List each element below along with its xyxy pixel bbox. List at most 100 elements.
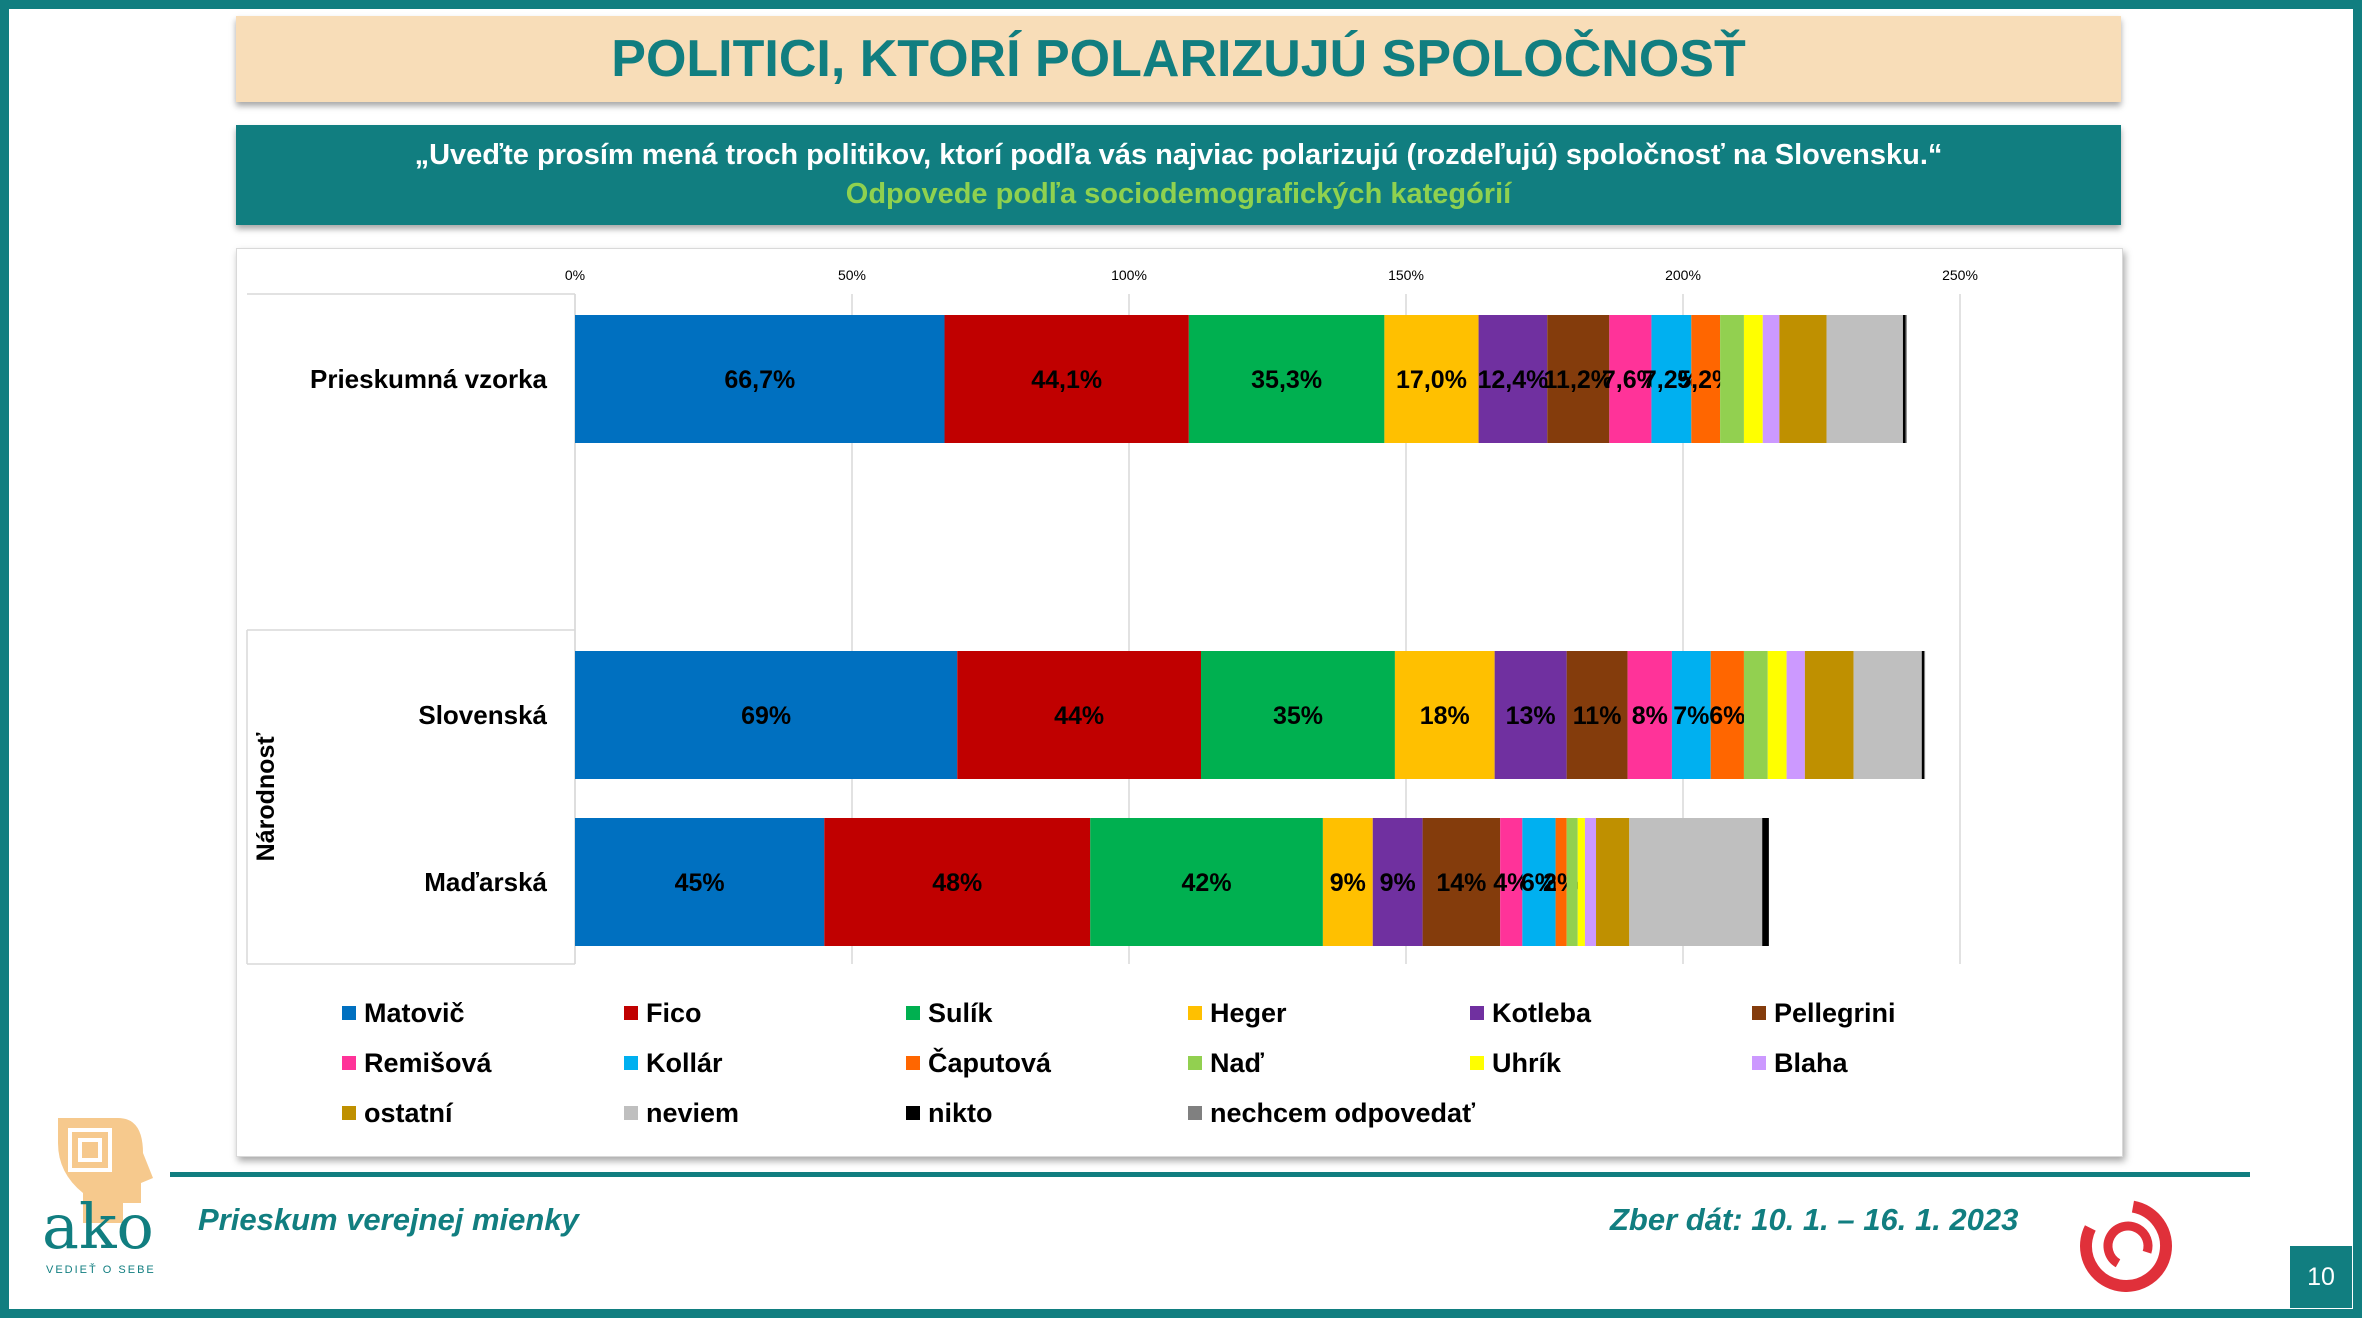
legend-label: Heger <box>1210 998 1287 1028</box>
legend-label: Kotleba <box>1492 998 1592 1028</box>
x-tick-label: 150% <box>1388 267 1424 283</box>
footer-date-label: Zber dát: 10. 1. – 16. 1. 2023 <box>1610 1202 2019 1237</box>
bar-segment <box>1422 818 1501 946</box>
legend-label: Matovič <box>364 998 465 1028</box>
legend-swatch <box>624 1005 638 1020</box>
data-label: 6% <box>1709 702 1745 730</box>
bar-segment <box>1322 818 1373 946</box>
data-label: 11% <box>1573 702 1622 730</box>
stacked-bar-chart: 0% 50% 100% 150% 200% 250% Národnosť Prieskumná… <box>246 267 1978 965</box>
x-tick-label: 0% <box>565 267 585 283</box>
bar-segment <box>1779 315 1827 443</box>
ako-logo-text: ako <box>42 1190 154 1263</box>
data-label: 13% <box>1506 702 1556 730</box>
bar-segment <box>1577 818 1585 946</box>
legend-swatch <box>1188 1105 1202 1120</box>
bar-segment <box>1651 315 1692 443</box>
legend-label: ostatní <box>364 1098 453 1128</box>
bar-segment <box>1500 818 1523 946</box>
legend-swatch <box>906 1105 920 1120</box>
chart-legend: Matovič Fico Sulík Heger Kotleba Pellegrini Re… <box>342 995 2062 1145</box>
bar-segment <box>1902 315 1906 443</box>
bar-segment <box>1804 651 1854 779</box>
bar-segment <box>1762 818 1769 946</box>
bar-segment <box>575 315 945 443</box>
legend-swatch <box>1188 1055 1202 1070</box>
x-tick-label: 200% <box>1665 267 1701 283</box>
legend-swatch <box>624 1105 638 1120</box>
legend-item: ostatní <box>342 1095 453 1131</box>
data-label: 35% <box>1273 702 1323 730</box>
bar-segment <box>1596 818 1630 946</box>
footer-divider <box>170 1172 2250 1177</box>
data-label: 17,0% <box>1396 366 1467 394</box>
legend-swatch <box>1470 1005 1484 1020</box>
legend-item: Fico <box>624 995 702 1031</box>
legend-label: Fico <box>646 998 702 1028</box>
legend-label: neviem <box>646 1098 740 1128</box>
question-banner: „Uveďte prosím mená troch politikov, kto… <box>236 125 2121 225</box>
bar-segment <box>1584 818 1597 946</box>
bar-segment <box>1743 651 1768 779</box>
data-label: 44,1% <box>1031 366 1102 394</box>
legend-swatch <box>906 1005 920 1020</box>
ako-logo-icon <box>58 1118 153 1223</box>
data-label: 35,3% <box>1251 366 1322 394</box>
bar-segment <box>944 315 1189 443</box>
legend-label: Naď <box>1210 1048 1264 1078</box>
bar-segment <box>1671 651 1711 779</box>
bar-segment <box>1090 818 1323 946</box>
data-label: 8% <box>1632 702 1668 730</box>
category-label: Slovenská <box>418 700 547 730</box>
legend-swatch <box>1752 1055 1766 1070</box>
chart-panel: 0% 50% 100% 150% 200% 250% Národnosť Prieskumná… <box>236 248 2123 1157</box>
data-label: 6% <box>1521 869 1557 897</box>
question-subtitle: Odpovede podľa sociodemografických kateg… <box>845 178 1512 210</box>
bar-segment <box>1478 315 1548 443</box>
bar-segment <box>824 818 1091 946</box>
bar-segment <box>1384 315 1479 443</box>
category-label: Maďarská <box>424 867 547 897</box>
legend-item: Čaputová <box>906 1045 1051 1081</box>
data-label: 9% <box>1330 869 1366 897</box>
bar-segment <box>1609 315 1652 443</box>
bar-segment <box>575 818 825 946</box>
bar-segment <box>1629 818 1763 946</box>
legend-label: nikto <box>928 1098 993 1128</box>
legend-item: Sulík <box>906 995 993 1031</box>
bar-segment <box>1720 315 1744 443</box>
legend-label: nechcem odpovedať <box>1210 1098 1476 1128</box>
legend-label: Remišová <box>364 1048 492 1078</box>
x-tick-label: 100% <box>1111 267 1147 283</box>
legend-swatch <box>1188 1005 1202 1020</box>
legend-item: Heger <box>1188 995 1287 1031</box>
legend-swatch <box>624 1055 638 1070</box>
bar-segment <box>1743 315 1763 443</box>
legend-label: Pellegrini <box>1774 998 1896 1028</box>
legend-label: Čaputová <box>928 1048 1052 1078</box>
data-label: 7,2% <box>1643 366 1700 394</box>
question-text: „Uveďte prosím mená troch politikov, kto… <box>414 139 1943 171</box>
legend-swatch <box>1752 1005 1766 1020</box>
data-label: 48% <box>932 869 982 897</box>
bar-segment <box>1522 818 1556 946</box>
data-label: 7% <box>1673 702 1709 730</box>
bar-segment <box>1786 651 1805 779</box>
bar-segment <box>1547 315 1610 443</box>
bar-segment <box>1691 315 1721 443</box>
data-label: 69% <box>741 702 791 730</box>
ako-logo-tagline: VEDIEŤ O SEBE <box>46 1264 156 1276</box>
bar-segment <box>1923 651 1926 779</box>
bar-segment <box>1762 315 1780 443</box>
data-label: 9% <box>1380 869 1416 897</box>
bar-segment <box>1566 651 1628 779</box>
bar-segment <box>1566 818 1578 946</box>
data-label: 12,4% <box>1477 366 1548 394</box>
bar-segment <box>1372 818 1423 946</box>
bar-segment <box>1710 651 1744 779</box>
legend-item: Pellegrini <box>1752 995 1896 1031</box>
bar-segment <box>1921 651 1924 779</box>
page-title: POLITICI, KTORÍ POLARIZUJÚ SPOLOČNOSŤ <box>236 16 2121 102</box>
swirl-logo-icon <box>2080 1200 2172 1292</box>
legend-swatch <box>906 1055 920 1070</box>
